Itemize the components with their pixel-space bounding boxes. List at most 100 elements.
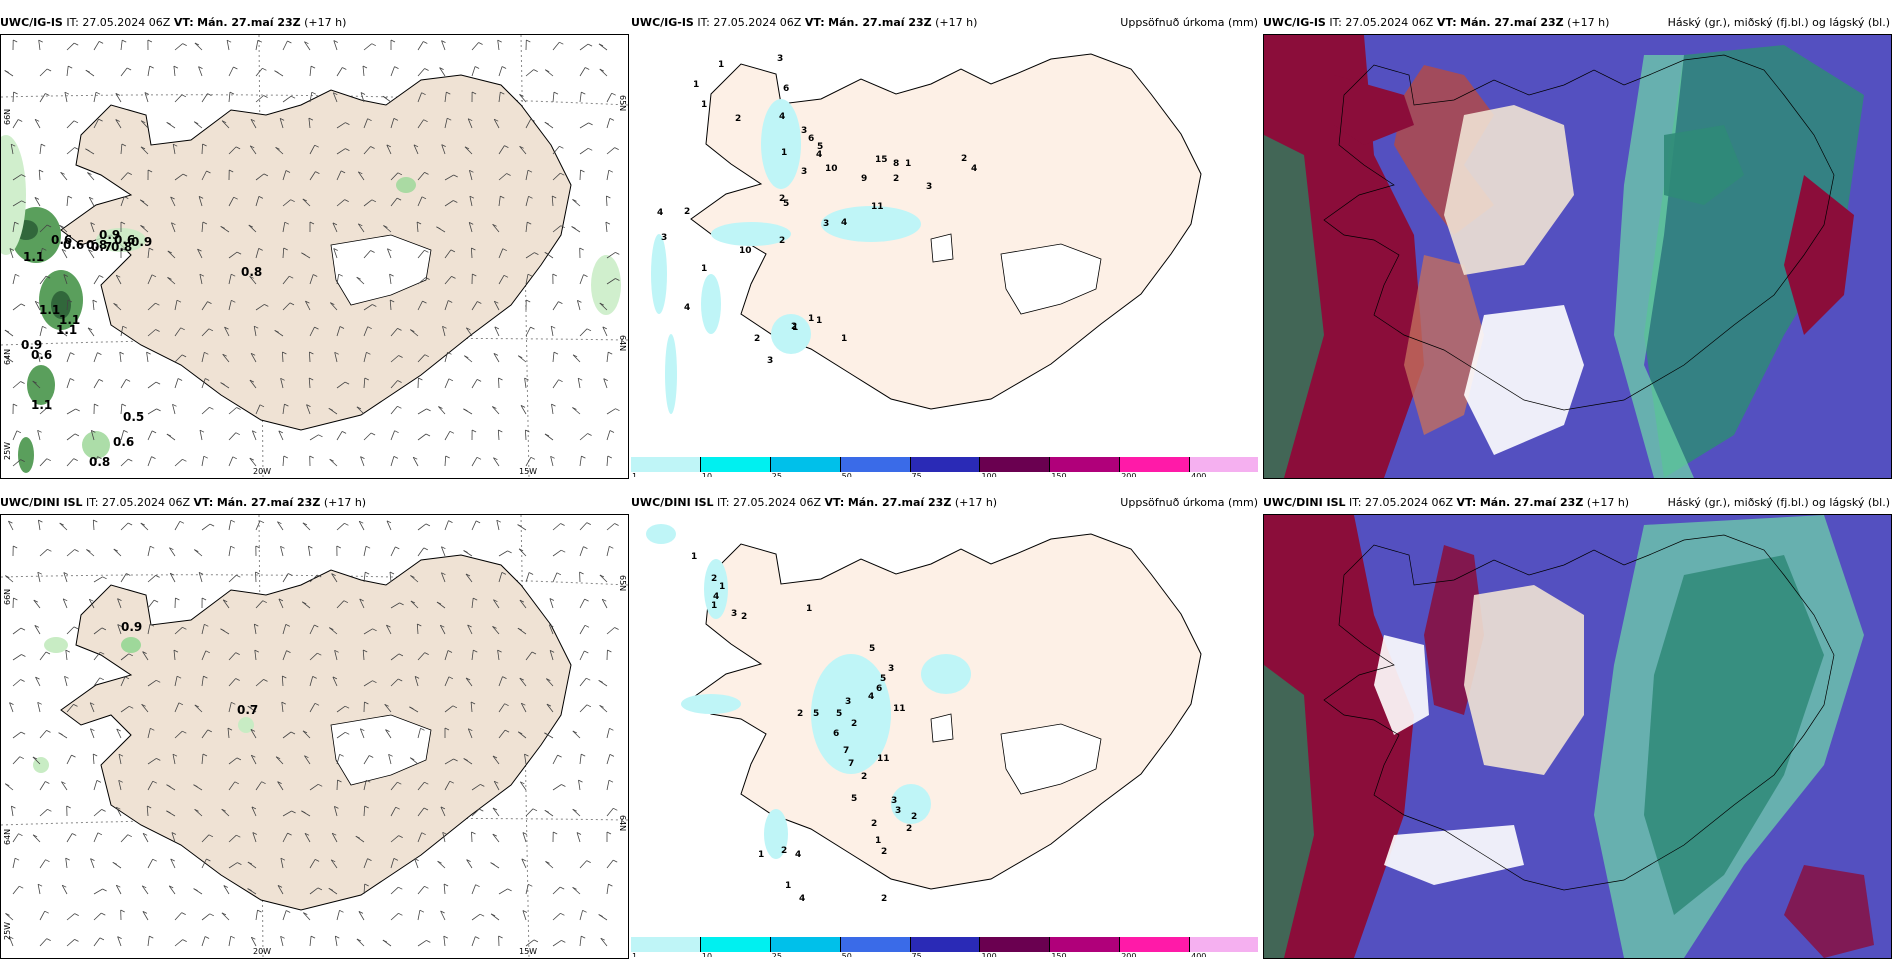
wind-barb	[472, 457, 477, 466]
wind-barb-flag	[561, 550, 565, 552]
wind-barb-flag	[72, 834, 76, 836]
init-time: IT: 27.05.2024 06Z	[1349, 496, 1453, 509]
wind-barb-flag	[174, 66, 178, 68]
wind-barb-flag	[588, 434, 592, 436]
wind-barb	[580, 456, 581, 466]
lat-label-65-right: 65N	[618, 95, 627, 111]
wind-barb-flag	[558, 302, 562, 304]
wind-barb-flag	[450, 431, 454, 433]
wind-barb	[551, 326, 553, 336]
wind-barb-flag	[337, 546, 341, 548]
wind-barb-flag	[17, 431, 21, 433]
colorbar-label: 100	[981, 472, 996, 477]
wind-barb	[472, 914, 480, 920]
wind-barb-flag	[557, 573, 561, 575]
wind-barb	[445, 431, 450, 440]
wind-barb	[553, 573, 557, 582]
wind-barb	[445, 521, 449, 530]
wind-barb	[418, 910, 420, 920]
panel-title: UWC/DINI ISL IT: 27.05.2024 06Z VT: Mán.…	[1263, 494, 1892, 514]
wind-barb	[13, 304, 21, 310]
wind-barb-flag	[93, 520, 97, 522]
value-label: 1	[693, 80, 699, 90]
wind-barb	[600, 69, 607, 76]
wind-barb	[67, 550, 75, 557]
wind-barb-flag	[15, 274, 19, 276]
wind-barb-flag	[581, 754, 585, 756]
value-label: 2	[754, 334, 760, 344]
value-label: 11	[893, 704, 906, 714]
wind-barb	[40, 939, 47, 946]
wind-barb	[444, 884, 445, 894]
wind-barb	[391, 431, 395, 440]
panel-clouds-dini: UWC/DINI ISL IT: 27.05.2024 06Z VT: Mán.…	[1263, 494, 1892, 944]
wind-barb-flag	[262, 68, 266, 70]
wind-barb	[229, 433, 236, 440]
value-label: 1	[792, 323, 798, 333]
wind-barb	[553, 302, 558, 310]
map-frame[interactable]	[1263, 514, 1892, 959]
wind-barb	[580, 936, 581, 946]
wind-barb-flag	[609, 546, 613, 548]
wind-barb	[256, 68, 262, 76]
panel-title: UWC/DINI ISL IT: 27.05.2024 06Z VT: Mán.…	[631, 494, 1260, 514]
wind-barb	[39, 170, 40, 180]
wind-barb	[580, 523, 587, 530]
wind-barb	[13, 382, 21, 389]
vt-label: VT:	[174, 16, 194, 29]
wind-barb-flag	[528, 884, 532, 886]
wind-barb	[499, 551, 508, 556]
value-label: 2	[893, 174, 899, 184]
wind-barb-flag	[534, 940, 538, 942]
lon-label-15w: 15W	[519, 467, 537, 476]
value-label: 6	[808, 134, 814, 144]
wind-barb	[418, 548, 424, 556]
wind-barb	[67, 434, 75, 440]
value-label: 15	[875, 155, 888, 165]
wind-barb-flag	[178, 379, 182, 381]
wind-barb-flag	[99, 379, 103, 381]
wind-barb	[418, 524, 426, 530]
wind-barb	[67, 755, 72, 764]
value-label: 1	[701, 264, 707, 274]
wind-barb-flag	[615, 148, 619, 150]
wind-barb	[607, 728, 609, 738]
wind-barb	[337, 431, 342, 440]
wind-barb-flag	[581, 456, 585, 458]
lat-label-25w: 25W	[3, 922, 12, 940]
wind-barb-flag	[74, 121, 78, 123]
wind-barb-flag	[587, 329, 591, 331]
wind-barb	[283, 41, 287, 50]
map-frame[interactable]	[1263, 34, 1892, 479]
wind-barb-flag	[560, 913, 564, 915]
wind-barb	[67, 43, 74, 50]
wind-barb	[175, 95, 182, 102]
lat-label-66: 66N	[3, 589, 12, 605]
value-label: 3	[926, 182, 932, 192]
wind-barb-flag	[424, 886, 428, 888]
wind-barb	[67, 196, 68, 206]
wind-barb-flag	[21, 732, 25, 734]
wind-barb	[526, 940, 534, 946]
wind-barb-flag	[68, 196, 72, 198]
wind-barb-flag	[344, 523, 348, 525]
value-label: 0.7	[237, 703, 258, 717]
wind-barb-flag	[13, 404, 17, 406]
wind-barb	[337, 523, 344, 530]
wind-barb	[607, 118, 610, 128]
wind-barb-flag	[153, 859, 157, 861]
wind-barb-flag	[371, 433, 375, 435]
value-label: 4	[799, 894, 805, 904]
wind-barb-flag	[93, 300, 97, 302]
wind-barb-flag	[426, 434, 430, 436]
wind-barb-flag	[21, 680, 25, 682]
wind-barb	[600, 575, 607, 582]
wind-barb	[553, 42, 559, 50]
wind-barb	[337, 68, 342, 77]
iceland-land	[61, 75, 571, 430]
value-label: 1	[711, 601, 717, 611]
